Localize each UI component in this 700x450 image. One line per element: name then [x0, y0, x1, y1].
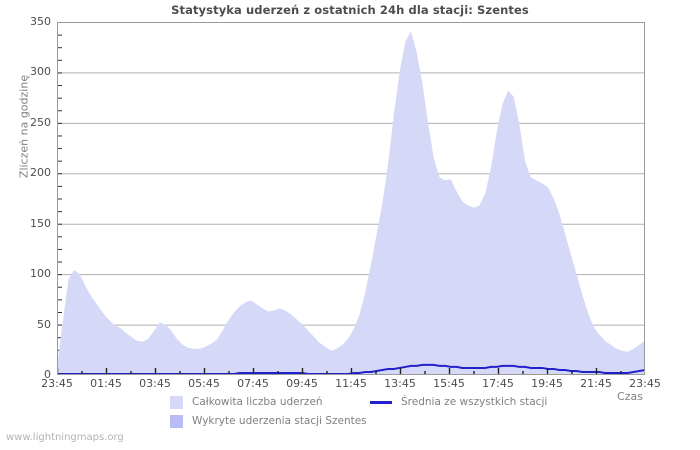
x-tick-label: 09:45 — [286, 377, 318, 390]
x-axis-label: Czas — [617, 390, 643, 403]
x-tick-label: 23:45 — [629, 377, 661, 390]
legend-item-total: Całkowita liczba uderzeń — [170, 394, 323, 410]
x-tick-label: 07:45 — [237, 377, 269, 390]
y-tick-label: 250 — [30, 115, 51, 129]
legend-item-station: Wykryte uderzenia stacji Szentes — [170, 413, 367, 429]
legend-item-average: Średnia ze wszystkich stacji — [370, 394, 547, 410]
legend-label-total: Całkowita liczba uderzeń — [192, 396, 323, 408]
plot-area — [57, 22, 645, 375]
chart-title: Statystyka uderzeń z ostatnich 24h dla s… — [171, 3, 529, 17]
y-tick-label: 150 — [30, 216, 51, 230]
x-tick-label: 05:45 — [188, 377, 220, 390]
x-tick-label: 15:45 — [433, 377, 465, 390]
y-axis-ticks: 0 50 100 150 200 250 300 350 — [0, 15, 51, 381]
x-tick-label: 21:45 — [580, 377, 612, 390]
series-area-total — [57, 31, 645, 375]
y-tick-label: 100 — [30, 267, 51, 281]
x-tick-label: 01:45 — [90, 377, 122, 390]
watermark: www.lightningmaps.org — [6, 432, 124, 443]
legend-row-2: Wykryte uderzenia stacji Szentes — [0, 413, 700, 429]
legend-label-station: Wykryte uderzenia stacji Szentes — [192, 415, 367, 427]
legend-row-1: Całkowita liczba uderzeń Średnia ze wszy… — [0, 394, 700, 410]
x-tick-label: 17:45 — [482, 377, 514, 390]
y-tick-label: 350 — [30, 15, 51, 28]
y-tick-label: 300 — [30, 65, 51, 79]
x-tick-label: 11:45 — [335, 377, 367, 390]
legend-swatch-average — [370, 400, 392, 404]
x-axis-ticks: 23:45 01:45 03:45 05:45 07:45 09:45 11:45 13:45… — [41, 377, 661, 393]
y-tick-label: 50 — [37, 317, 51, 331]
x-tick-label: 13:45 — [384, 377, 416, 390]
legend-swatch-total — [170, 395, 183, 409]
y-tick-label: 0 — [44, 368, 51, 381]
plot-svg — [57, 22, 645, 375]
x-tick-label: 23:45 — [41, 377, 73, 390]
chart-legend: Całkowita liczba uderzeń Średnia ze wszy… — [0, 394, 700, 430]
legend-label-average: Średnia ze wszystkich stacji — [401, 396, 548, 408]
y-tick-label: 200 — [30, 166, 51, 180]
x-tick-label: 03:45 — [139, 377, 171, 390]
legend-swatch-station — [170, 414, 183, 428]
plot-border — [57, 22, 645, 375]
x-tick-label: 19:45 — [531, 377, 563, 390]
